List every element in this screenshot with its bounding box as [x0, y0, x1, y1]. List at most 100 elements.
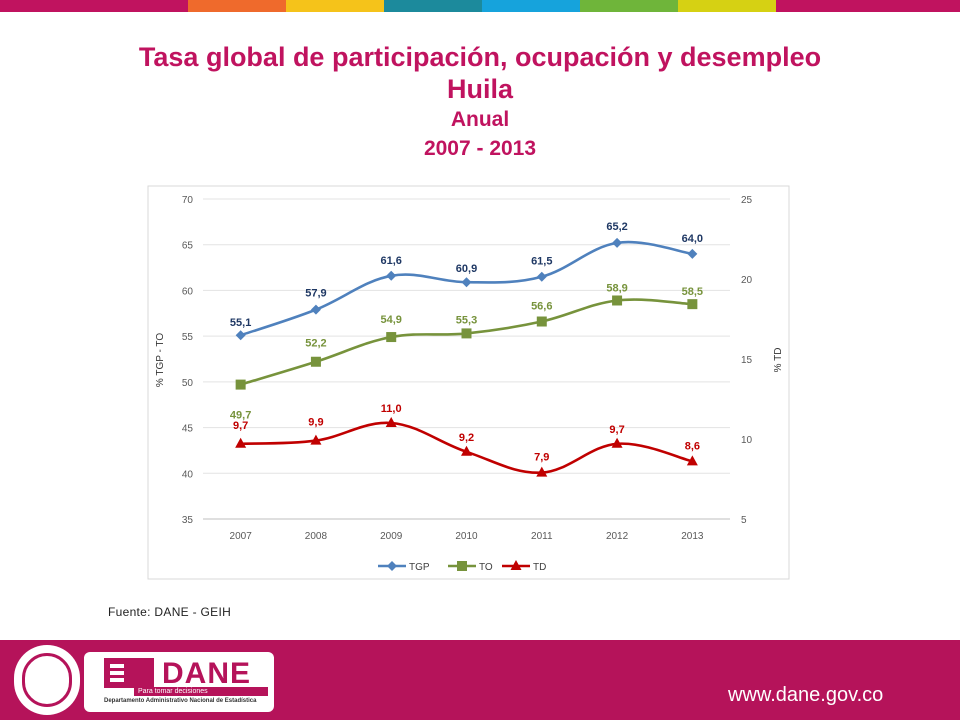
- x-tick-label: 2010: [455, 531, 478, 542]
- y-tick-label-left: 60: [182, 286, 194, 297]
- data-label-to: 52,2: [305, 338, 326, 350]
- data-label-td: 9,7: [233, 420, 248, 432]
- legend-label: TD: [533, 562, 546, 573]
- colombia-coat-of-arms-logo: [14, 645, 80, 715]
- y-tick-label-left: 65: [182, 241, 194, 252]
- data-label-tgp: 60,9: [456, 263, 477, 275]
- data-point-tgp: [536, 271, 547, 282]
- header-stripe-segment: [776, 0, 960, 12]
- source-note: Fuente: DANE - GEIH: [108, 605, 232, 619]
- series-to: 49,7 52,2 54,9 55,3 56,6 58,9 58,5: [230, 282, 703, 421]
- chart-grid: [203, 198, 730, 520]
- data-label-td: 9,9: [308, 417, 323, 429]
- legend-marker: [387, 561, 397, 571]
- data-point-td: [611, 437, 623, 448]
- y-tick-label-right: 25: [741, 195, 753, 206]
- data-point-td: [235, 437, 247, 448]
- header-stripe-segment: [580, 0, 678, 12]
- x-tick-label: 2013: [681, 531, 704, 542]
- x-tick-label: 2011: [531, 531, 553, 542]
- data-point-td: [536, 466, 548, 477]
- legend-item-td: TD: [502, 560, 546, 573]
- website-link[interactable]: www.dane.gov.co: [728, 684, 884, 706]
- y-axis-right-title: % TD: [773, 348, 784, 373]
- series-layer: 55,1 57,9 61,6 60,9 61,5 65,2 64,0 49,7 52,2 54,9…: [230, 221, 703, 477]
- legend-item-to: TO: [448, 561, 493, 573]
- data-label-to: 58,9: [606, 282, 627, 294]
- data-point-tgp: [612, 237, 623, 248]
- legend-item-tgp: TGP: [378, 561, 430, 573]
- data-label-to: 58,5: [682, 286, 703, 298]
- data-label-tgp: 61,6: [381, 255, 402, 267]
- dane-logo: DANE Para tomar decisiones Departamento …: [84, 652, 274, 712]
- chart-legend: TGP TO TD: [378, 560, 546, 573]
- data-point-td: [461, 445, 472, 456]
- chart-year-range: 2007 - 2013: [423, 137, 537, 160]
- data-label-tgp: 64,0: [682, 233, 703, 245]
- chart-region: Huila: [446, 74, 513, 104]
- y-tick-label-left: 45: [182, 424, 194, 435]
- y-axis-right: 5 10 15 20 25: [741, 195, 753, 526]
- data-label-td: 11,0: [381, 403, 402, 415]
- y-tick-label-right: 5: [741, 515, 747, 526]
- chart-period-type: Anual: [450, 108, 510, 131]
- series-tgp: 55,1 57,9 61,6 60,9 61,5 65,2 64,0: [230, 221, 703, 341]
- y-tick-label-left: 70: [182, 195, 194, 206]
- y-tick-label-right: 20: [741, 275, 753, 286]
- dane-logo-word: DANE: [162, 657, 252, 690]
- header-stripe-segment: [0, 0, 188, 12]
- data-point-tgp: [461, 277, 472, 288]
- data-label-td: 9,2: [459, 432, 474, 444]
- data-point-tgp: [235, 330, 246, 341]
- data-point-td: [385, 417, 397, 427]
- header-stripe-segment: [286, 0, 384, 12]
- series-td: 9,7 9,9 11,0 9,2 7,9 9,7 8,6: [233, 403, 700, 477]
- x-tick-label: 2007: [230, 531, 253, 542]
- x-axis: 2007 2008 2009 2010 2011 2012 2013: [230, 531, 704, 542]
- data-point-to: [612, 295, 623, 306]
- data-point-to: [386, 332, 397, 343]
- y-axis-left: 35 40 45 50 55 60 65 70: [182, 195, 194, 526]
- data-label-to: 49,7: [230, 410, 251, 422]
- y-tick-label-right: 10: [741, 435, 753, 446]
- data-label-tgp: 57,9: [305, 288, 326, 300]
- data-label-tgp: 61,5: [531, 256, 552, 268]
- header-stripe-segment: [188, 0, 286, 12]
- legend-label: TGP: [409, 562, 430, 573]
- chart-title-block: Tasa global de participación, ocupación …: [0, 40, 960, 164]
- data-label-to: 56,6: [531, 301, 552, 313]
- chart-title: Tasa global de participación, ocupación …: [138, 42, 822, 72]
- data-point-to: [235, 379, 246, 390]
- data-point-tgp: [386, 270, 397, 281]
- x-tick-label: 2012: [606, 531, 629, 542]
- data-point-td: [686, 455, 698, 466]
- dane-logo-subtitle: Departamento Administrativo Nacional de …: [104, 698, 257, 704]
- header-stripe-segment: [384, 0, 482, 12]
- data-point-to: [461, 328, 472, 339]
- x-tick-label: 2008: [305, 531, 328, 542]
- data-label-td: 7,9: [534, 452, 549, 464]
- y-tick-label-left: 40: [182, 469, 194, 480]
- data-label-tgp: 65,2: [606, 221, 627, 233]
- legend-marker: [457, 561, 467, 571]
- y-tick-label-right: 15: [741, 355, 753, 366]
- data-point-to: [536, 316, 547, 327]
- header-stripe-segment: [482, 0, 580, 12]
- header-color-stripe: [0, 0, 960, 12]
- y-tick-label-left: 50: [182, 378, 194, 389]
- y-axis-left-title: % TGP - TO: [155, 333, 166, 387]
- data-point-tgp: [310, 304, 321, 315]
- data-point-to: [687, 299, 698, 310]
- dane-mark-icon: [104, 658, 154, 688]
- legend-marker: [510, 560, 522, 570]
- dane-logo-tagline: Para tomar decisiones: [134, 687, 268, 696]
- y-tick-label-left: 55: [182, 332, 194, 343]
- data-point-td: [310, 434, 322, 445]
- coat-of-arms-icon: [22, 653, 72, 707]
- data-label-td: 8,6: [685, 440, 700, 452]
- y-tick-label-left: 35: [182, 515, 194, 526]
- data-point-tgp: [687, 248, 698, 259]
- data-label-tgp: 55,1: [230, 317, 251, 329]
- data-label-to: 55,3: [456, 314, 477, 326]
